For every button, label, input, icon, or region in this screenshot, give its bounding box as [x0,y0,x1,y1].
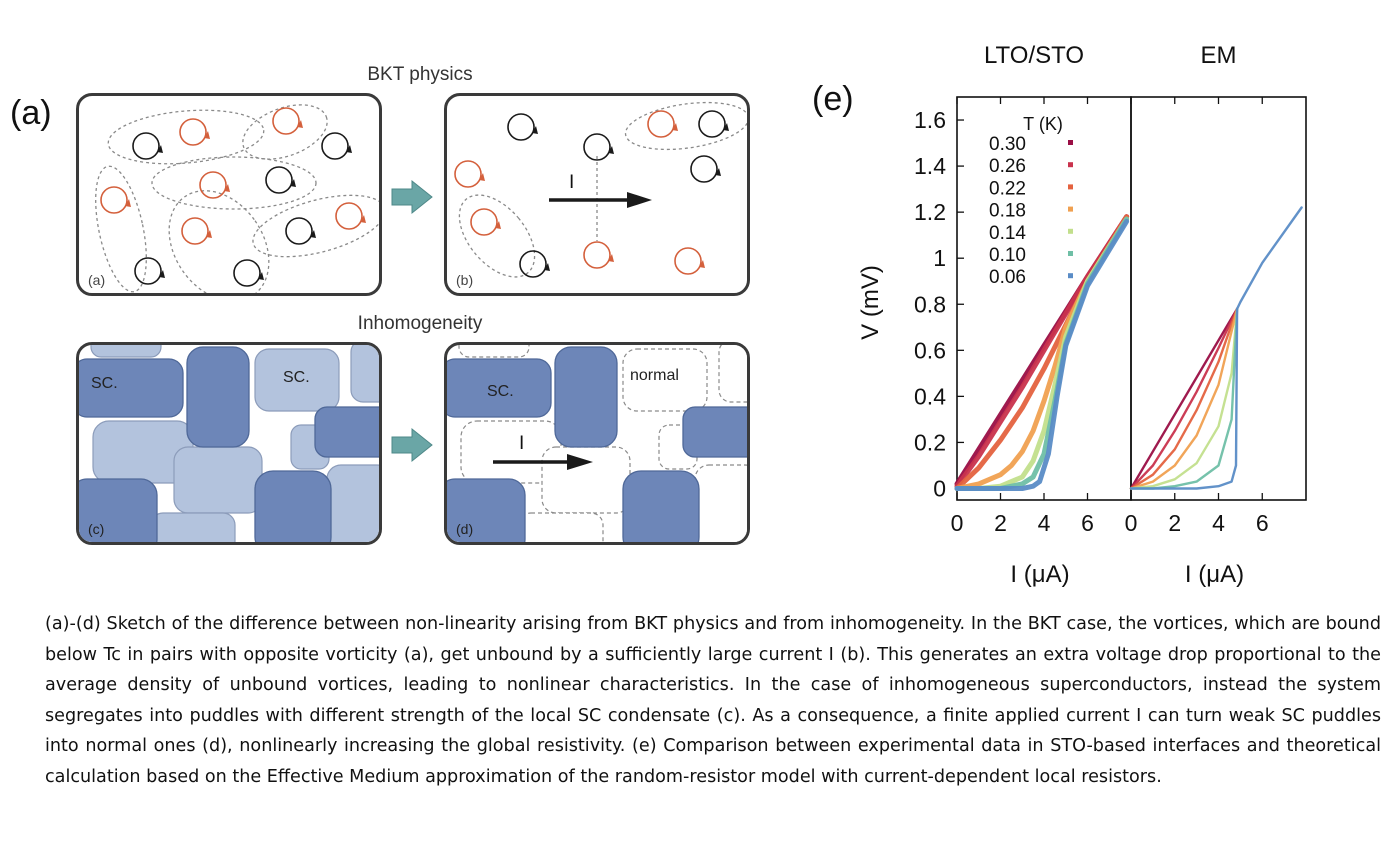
x-axis-label: I (μA) [1010,561,1069,588]
weak-puddles [90,345,379,542]
y-tick-label: 0.2 [914,429,946,455]
series-line [1129,307,1239,490]
legend-entry-label: 0.18 [989,201,1026,222]
legend-entry-label: 0.10 [989,245,1026,266]
current-arrow-top [549,192,652,208]
x-tick-label: 6 [1081,510,1094,536]
legend-entry-marker [1068,206,1073,212]
series-line [954,214,1130,489]
sub-label-c: (c) [88,521,105,537]
em-panel: EM 0 2 4 6 I (μA) [1125,42,1307,588]
x-tick-label: 4 [1038,510,1051,536]
red-vortices [100,107,363,245]
y-axis-label: V (mV) [857,265,884,340]
series-line [1129,206,1303,490]
sub-label-d: (d) [456,521,474,537]
legend-entry-marker [1068,162,1073,168]
sc-label-c2: SC. [283,369,310,386]
legend-entry-marker [1068,273,1073,279]
sketch-unbound-vortices: I (b) [444,93,750,296]
series-line [1129,307,1239,490]
vortex-arrowheads [157,145,352,280]
series-line [1129,307,1239,490]
bound-vortex-pairs-drawing [95,104,379,293]
y-tick-label: 0 [933,475,946,501]
normal-puddles-drawing [447,345,747,542]
sc-label-d: SC. [487,383,514,400]
strong-puddles [79,346,379,542]
series-line [1129,307,1239,490]
x-axis-label: I (μA) [1185,561,1244,588]
legend-entry-label: 0.22 [989,178,1026,199]
x-tick-label: 2 [994,510,1007,536]
transition-arrow-bottom [391,427,433,463]
black-vortices [132,132,349,287]
x-tick-label: 4 [1212,510,1225,536]
y-tick-label: 1.2 [914,199,946,225]
iv-curves-plot: LTO/STO 0 2 4 6 I (μA) 0 0.2 0.4 0.6 0.8 1 1.2 1.4 1.6… [857,42,1307,588]
current-label-bottom: I [519,433,525,454]
legend-entry-label: 0.30 [989,134,1026,155]
legend-entry-label: 0.06 [989,267,1026,288]
x-tick-label: 0 [1125,510,1138,536]
sub-label-a: (a) [88,272,106,288]
y-tick-label: 0.6 [914,337,946,363]
y-tick-label: 1.4 [914,153,946,179]
plot-frame [1130,96,1307,501]
chart-title: LTO/STO [984,42,1084,69]
x-tick-label: 6 [1256,510,1269,536]
panel-a-tag: (a) [10,94,52,132]
x-tick-label: 0 [951,510,964,536]
sketch-normal-puddles: I SC. normal (d) [444,342,750,545]
legend-entry-label: 0.26 [989,156,1026,177]
legend-entry-marker [1068,251,1073,256]
y-tick-label: 1.6 [914,107,946,133]
y-tick-label: 0.4 [914,383,946,409]
legend-entry-marker [1068,228,1073,234]
series-line [1129,307,1239,490]
sc-label-c1: SC. [91,375,118,392]
legend-title: T (K) [1023,114,1063,134]
normal-label: normal [630,367,679,384]
y-tick-label: 1 [933,245,946,271]
normal-puddle-outlines [458,345,747,542]
sketch-bound-vortices: (a) [76,93,382,296]
pair-outlines [95,104,379,293]
transition-arrow-top [391,179,433,215]
current-label-top: I [569,172,575,193]
legend-entry-marker [1068,184,1073,190]
y-tick-label: 0.8 [914,291,946,317]
figure-caption: (a)-(d) Sketch of the difference between… [45,614,1381,787]
inhomogeneity-title: Inhomogeneity [357,313,483,334]
series-line [954,218,1130,491]
current-arrow-bottom [493,454,593,470]
unbound-vortices-drawing [454,101,747,278]
x-tick-label: 2 [1168,510,1181,536]
legend-entry-marker [1068,140,1073,145]
chart-title: EM [1201,42,1237,69]
bkt-physics-title: BKT physics [367,64,473,85]
panel-e-tag: (e) [812,80,854,118]
sketch-inhomogeneous-puddles: SC. SC. (c) [76,342,382,545]
sub-label-b: (b) [456,272,474,288]
puddles-drawing [79,345,379,542]
legend-entry-label: 0.14 [989,223,1026,244]
lto-sto-panel: LTO/STO 0 2 4 6 I (μA) 0 0.2 0.4 0.6 0.8 1 1.2 1.4 1.6… [857,42,1132,588]
